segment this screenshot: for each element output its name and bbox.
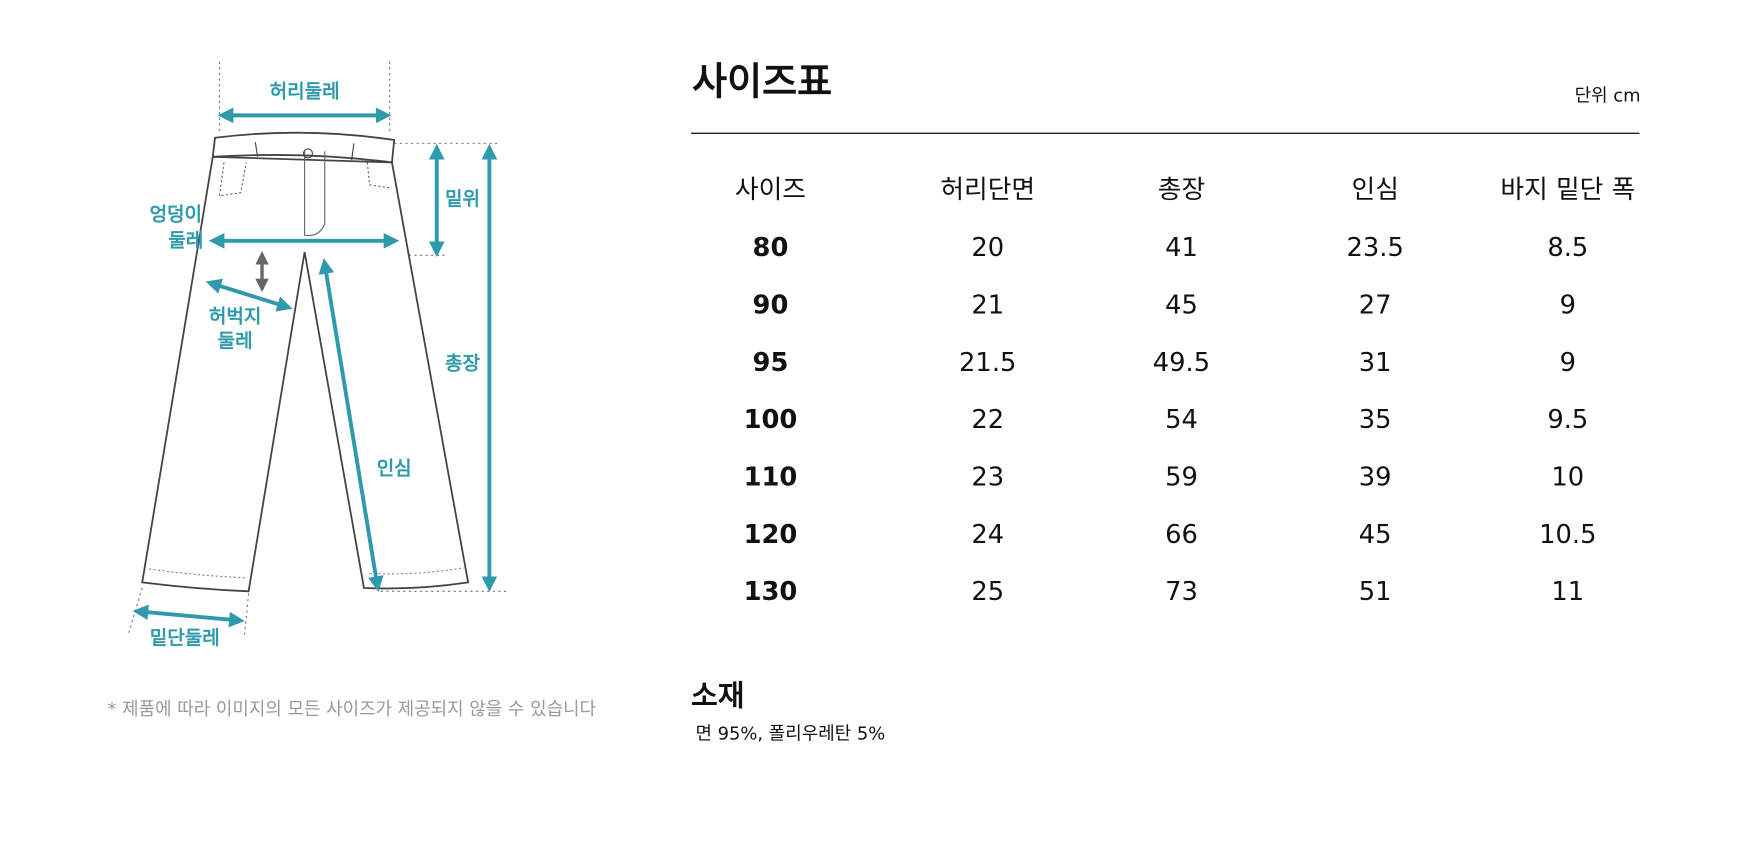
- table-cell: 41: [1165, 233, 1198, 263]
- label-length: 총장: [445, 352, 480, 374]
- column-header: 바지 밑단 폭: [1500, 175, 1635, 205]
- label-thigh: 허벅지: [209, 305, 261, 327]
- column-header: 총장: [1158, 175, 1205, 205]
- pants-diagram: 허리둘레 밑위 엉덩이 둘레 허벅지 둘레 총장 인심 밑단둘레: [128, 61, 510, 649]
- table-cell: 45: [1165, 290, 1198, 320]
- table-cell: 24: [971, 520, 1004, 550]
- table-cell: 39: [1359, 462, 1392, 492]
- table-cell: 8.5: [1547, 233, 1588, 263]
- material-text: 면 95%, 폴리우레탄 5%: [695, 724, 885, 745]
- table-cell: 21: [971, 290, 1004, 320]
- column-header: 인심: [1352, 175, 1399, 205]
- table-cell: 21.5: [959, 348, 1016, 378]
- table-cell: 31: [1359, 348, 1392, 378]
- table-cell: 9: [1560, 348, 1576, 378]
- label-hip: 둘레: [168, 229, 203, 251]
- table-cell: 9: [1560, 290, 1576, 320]
- table-cell: 54: [1165, 405, 1198, 435]
- table-cell: 120: [744, 520, 798, 550]
- table-cell: 45: [1359, 520, 1392, 550]
- table-cell: 11: [1551, 577, 1584, 607]
- table-cell: 10.5: [1539, 520, 1596, 550]
- label-inseam: 인심: [377, 458, 412, 480]
- label-hem: 밑단둘레: [150, 627, 220, 649]
- table-cell: 22: [971, 405, 1004, 435]
- unit: 단위 cm: [1575, 85, 1641, 106]
- table-cell: 66: [1165, 520, 1198, 550]
- size-table: 사이즈 허리단면 총장 인심 바지 밑단 폭 80 20 41 23.5 8.5 90 21 45 27 9…: [735, 175, 1635, 607]
- label-waist: 허리둘레: [270, 80, 340, 102]
- table-cell: 110: [744, 462, 798, 492]
- label-rise: 밑위: [445, 188, 480, 210]
- table-cell: 10: [1551, 462, 1584, 492]
- note: * 제품에 따라 이미지의 모든 사이즈가 제공되지 않을 수 있습니다: [108, 699, 597, 720]
- table-cell: 27: [1359, 290, 1392, 320]
- table-cell: 59: [1165, 462, 1198, 492]
- table-cell: 23: [971, 462, 1004, 492]
- table-cell: 25: [971, 577, 1004, 607]
- table-cell: 95: [753, 348, 789, 378]
- label-hip: 엉덩이: [150, 204, 202, 226]
- title: 사이즈표: [692, 60, 832, 104]
- table-cell: 90: [753, 290, 789, 320]
- table-cell: 51: [1359, 577, 1392, 607]
- label-thigh: 둘레: [218, 330, 253, 352]
- table-cell: 130: [744, 577, 798, 607]
- table-cell: 9.5: [1547, 405, 1588, 435]
- table-cell: 73: [1165, 577, 1198, 607]
- table-cell: 35: [1359, 405, 1392, 435]
- table-cell: 100: [744, 405, 798, 435]
- column-header: 허리단면: [940, 175, 1035, 205]
- table-cell: 80: [753, 233, 789, 263]
- column-header: 사이즈: [735, 175, 806, 205]
- table-cell: 49.5: [1153, 348, 1210, 378]
- table-cell: 23.5: [1347, 233, 1404, 263]
- table-cell: 20: [971, 233, 1004, 263]
- material-title: 소재: [691, 679, 745, 713]
